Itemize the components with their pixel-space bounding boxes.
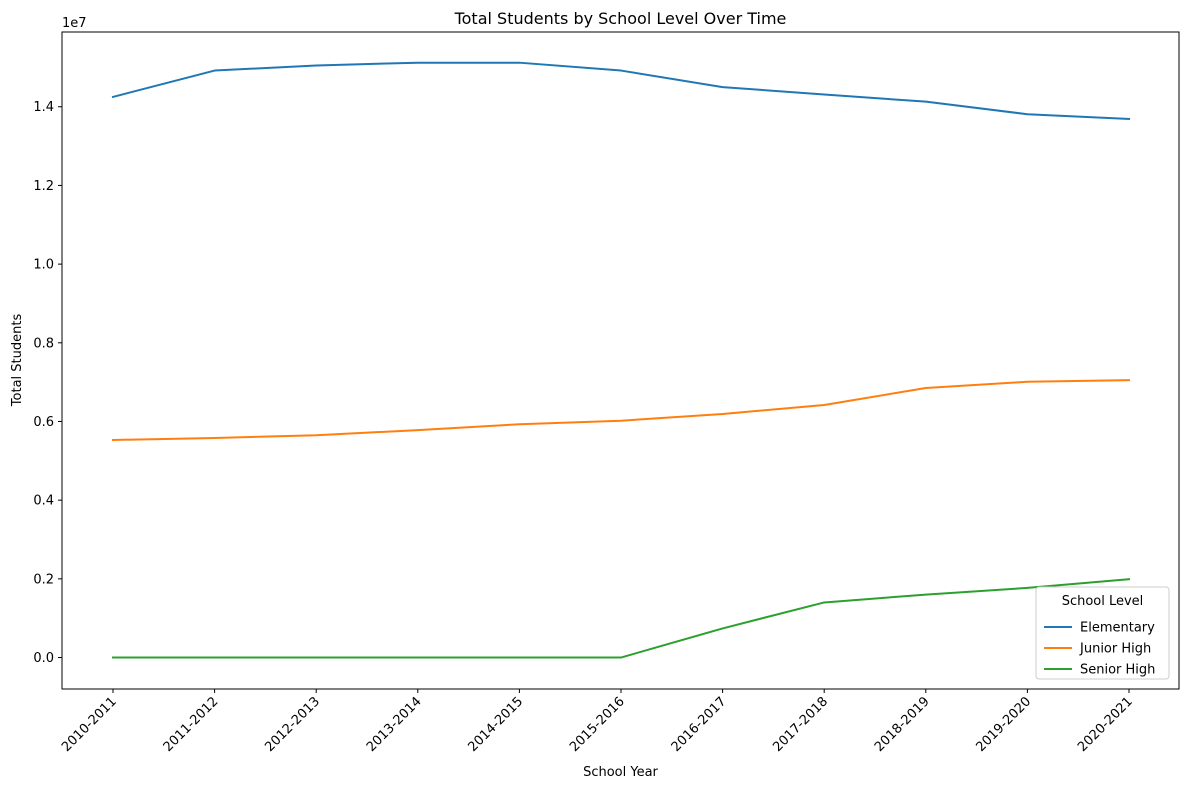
series-line-senior-high [112,578,1131,659]
legend-label-elementary: Elementary [1080,621,1155,636]
y-axis-offset-label: 1e7 [62,16,87,31]
y-tick-label: 0.0 [33,651,54,666]
y-tick-label: 1.2 [33,179,54,194]
series-line-elementary [111,61,1131,120]
series-line-junior-high [111,379,1131,441]
y-tick-label: 0.8 [33,336,54,351]
y-tick-label: 0.6 [33,415,54,430]
y-tick-label: 0.2 [33,572,54,587]
legend-label-junior-high: Junior High [1079,642,1151,657]
y-tick-label: 1.4 [33,100,54,115]
legend-box [1035,586,1170,680]
legend: School Level Elementary Junior High Senior … [1035,586,1170,680]
y-tick-label: 1.0 [33,258,54,273]
chart-title: Total Students by School Level Over Time [454,9,787,28]
x-axis-label: School Year [583,765,658,780]
legend-label-senior-high: Senior High [1080,663,1155,678]
legend-title: School Level [1062,594,1144,609]
y-axis-label: Total Students [10,314,25,408]
y-tick-label: 0.4 [33,494,54,509]
